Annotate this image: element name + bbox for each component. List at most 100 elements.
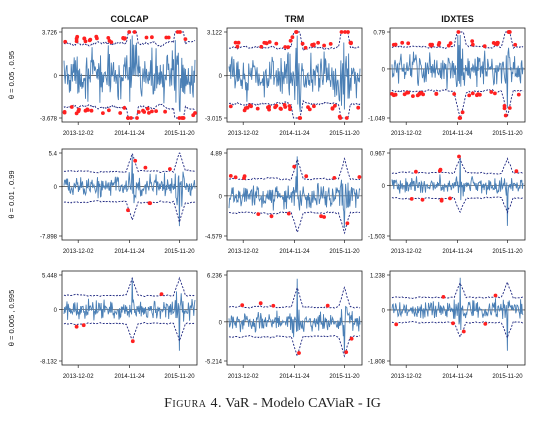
exceedance-point <box>411 94 415 98</box>
y-tick-label: 0 <box>382 184 386 190</box>
panel-4: θ = 0.01 , 0.99 5.4 0 -7.898 2013-12-02 2014-… <box>7 148 198 255</box>
x-tick-label: 2013-12-02 <box>63 374 94 380</box>
y-tick-label: -5.214 <box>205 360 223 366</box>
exceedance-point <box>168 167 172 171</box>
x-tick-label: 2015-11-20 <box>164 249 195 255</box>
exceedance-point <box>316 40 320 45</box>
exceedance-point <box>493 91 497 96</box>
y-tick-label: 0.79 <box>373 31 385 37</box>
panel-7: θ = 0.005 , 0.995 5.448 0 -8.132 2013-12-02 2… <box>7 270 198 380</box>
exceedance-point <box>470 42 475 47</box>
x-tick-label: 2015-11-20 <box>164 374 195 380</box>
panel-title: TRM <box>285 14 305 24</box>
y-tick-label: 0 <box>54 185 58 191</box>
exceedance-point <box>297 116 302 120</box>
y-tick-label: 0 <box>219 74 223 80</box>
x-tick-label: 2013-12-02 <box>63 131 94 137</box>
y-tick-label: 0.967 <box>370 152 386 158</box>
exceedance-point <box>312 104 316 109</box>
var-upper-band <box>228 286 361 309</box>
x-tick-label: 2015-11-20 <box>329 374 360 380</box>
exceedance-point <box>457 154 461 159</box>
panel-9: 1.238 0 -1.808 2013-12-02 2014-11-24 2015-11-… <box>368 270 526 380</box>
exceedance-point <box>193 111 197 115</box>
exceedance-point <box>470 91 475 96</box>
exceedance-point <box>101 111 105 115</box>
x-tick-label: 2015-11-20 <box>329 249 360 255</box>
caption-text: VaR - Modelo CAViaR - IG <box>225 396 381 411</box>
exceedance-point <box>438 168 442 173</box>
panel-6: 0.967 0 -1.503 2013-12-02 2014-11-24 2015-11-… <box>368 148 526 255</box>
exceedance-point <box>290 35 295 40</box>
exceedance-point <box>288 38 293 43</box>
exceedance-point <box>126 116 130 120</box>
exceedance-point <box>461 329 466 334</box>
exceedance-point <box>177 116 182 120</box>
y-tick-label: 3.122 <box>207 31 223 37</box>
exceedance-point <box>286 211 291 216</box>
x-tick-label: 2014-11-24 <box>279 131 310 137</box>
exceedance-point <box>439 197 444 202</box>
y-tick-label: 6.236 <box>207 274 223 280</box>
returns-series-line <box>63 155 196 227</box>
exceedance-point <box>391 42 396 47</box>
exceedance-point <box>258 301 263 306</box>
exceedance-point <box>304 174 309 179</box>
exceedance-point <box>147 111 151 115</box>
exceedance-point <box>507 106 512 110</box>
exceedance-point <box>240 303 245 308</box>
var-figure: COLCAP θ = 0.05 , 0.95 3.726 0 -3.678 2013-12… <box>7 14 526 380</box>
exceedance-point <box>122 106 127 110</box>
exceedance-point <box>259 44 264 49</box>
exceedance-point <box>390 92 394 96</box>
exceedance-point <box>332 176 337 180</box>
exceedance-point <box>133 158 138 163</box>
exceedance-point <box>264 41 268 45</box>
x-tick-label: 2014-11-24 <box>114 374 145 380</box>
exceedance-point <box>356 105 361 110</box>
y-tick-label: -1.808 <box>368 360 386 366</box>
exceedance-point <box>346 30 350 34</box>
exceedance-point <box>159 292 164 296</box>
exceedance-point <box>286 45 291 49</box>
x-tick-label: 2013-12-02 <box>63 249 94 255</box>
exceedance-point <box>344 116 349 120</box>
returns-series-line <box>228 278 361 354</box>
exceedance-point <box>74 36 79 41</box>
exceedance-point <box>127 30 132 34</box>
exceedance-point <box>339 30 344 34</box>
y-tick-label: -1.049 <box>368 117 386 123</box>
exceedance-point <box>267 107 271 112</box>
exceedance-point <box>154 109 159 113</box>
y-axis-label: θ = 0.01 , 0.99 <box>7 170 16 218</box>
exceedance-point <box>493 293 498 298</box>
exceedance-point <box>283 45 288 49</box>
exceedance-point <box>269 214 274 219</box>
exceedance-point <box>267 104 271 109</box>
y-tick-label: -3.015 <box>205 117 223 123</box>
exceedance-point <box>393 92 398 97</box>
panel-1: COLCAP θ = 0.05 , 0.95 3.726 0 -3.678 2013-12… <box>7 14 198 137</box>
exceedance-point <box>81 323 86 328</box>
exceedance-point <box>135 116 139 120</box>
var-lower-band <box>229 99 361 119</box>
x-tick-label: 2014-11-24 <box>114 249 145 255</box>
y-tick-label: -8.132 <box>40 360 58 366</box>
exceedance-point <box>420 197 425 202</box>
exceedance-point <box>292 164 297 169</box>
returns-series-line <box>63 35 196 112</box>
y-tick-label: 0 <box>382 308 386 314</box>
var-lower-band <box>228 335 361 358</box>
y-tick-label: 0 <box>382 67 386 73</box>
exceedance-point <box>274 41 279 46</box>
figure-caption: Figura 4. VaR - Modelo CAViaR - IG <box>0 396 545 412</box>
y-axis-label: θ = 0.005 , 0.995 <box>7 290 16 347</box>
panel-8: 6.236 0 -5.214 2013-12-02 2014-11-24 2015-11-… <box>205 270 363 380</box>
var-lower-band <box>391 196 524 214</box>
exceedance-point <box>242 176 246 181</box>
exceedance-point <box>118 111 123 115</box>
exceedance-point <box>228 104 233 109</box>
exceedance-point <box>143 165 148 170</box>
exceedance-point <box>406 90 411 95</box>
exceedance-point <box>502 104 507 108</box>
